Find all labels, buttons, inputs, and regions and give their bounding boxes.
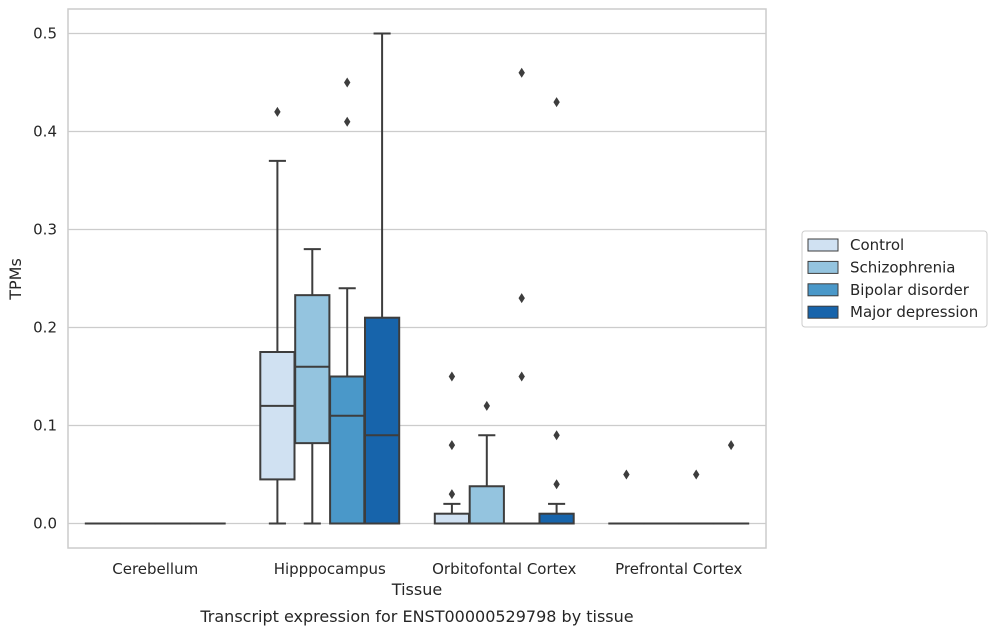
x-tick-label: Orbitofontal Cortex [432, 560, 576, 578]
outlier-point [518, 67, 525, 78]
outlier-point [448, 489, 456, 500]
box-group [294, 248, 331, 525]
box-group [678, 469, 715, 525]
plot-frame [67, 8, 767, 549]
legend-swatch [807, 305, 839, 319]
x-axis-ticks: Cerebellum Hipppocampus Orbitofontal Corte… [112, 560, 742, 578]
outlier-point [483, 400, 490, 411]
outlier-point [623, 469, 630, 480]
box-group [259, 106, 296, 525]
box-body [468, 485, 505, 525]
outlier-point [448, 371, 456, 382]
y-axis-label: TPMs [6, 258, 25, 301]
legend-swatch [807, 238, 839, 252]
y-tick-label: 0.2 [33, 319, 57, 337]
outlier-point [344, 116, 351, 127]
legend-label: Control [850, 236, 904, 254]
outlier-point [553, 97, 560, 108]
y-tick-label: 0.0 [33, 515, 57, 533]
box-body [294, 294, 331, 445]
x-tick-label: Hipppocampus [274, 560, 386, 578]
box-plot-series [84, 32, 750, 525]
box-group [538, 97, 575, 525]
box-group [363, 32, 401, 525]
y-tick-label: 0.1 [33, 417, 57, 435]
y-tick-label: 0.3 [33, 221, 57, 239]
box-body [329, 375, 366, 525]
outlier-point [518, 293, 525, 304]
box-body [433, 512, 471, 525]
box-group [712, 440, 750, 525]
legend-label: Bipolar disorder [850, 281, 970, 299]
box-body [538, 512, 575, 525]
x-axis-label: Tissue [391, 580, 442, 599]
box-group [433, 371, 471, 525]
outlier-point [518, 371, 525, 382]
y-tick-label: 0.4 [33, 123, 57, 141]
outlier-point [693, 469, 700, 480]
box-group [468, 400, 505, 525]
x-tick-label: Cerebellum [112, 560, 198, 578]
outlier-point [553, 430, 560, 441]
box-group [329, 77, 366, 525]
outlier-point [727, 440, 735, 451]
outlier-point [274, 106, 281, 117]
box-group [503, 67, 540, 525]
legend-label: Schizophrenia [850, 258, 955, 276]
box-body [363, 316, 401, 525]
chart-caption: Transcript expression for ENST0000052979… [199, 607, 633, 626]
x-tick-label: Prefrontal Cortex [615, 560, 742, 578]
legend-frame [801, 230, 988, 328]
legend: Control Schizophrenia Bipolar disorder Majo… [801, 230, 988, 328]
outlier-point [553, 479, 560, 490]
y-axis-ticks: 0.0 0.1 0.2 0.3 0.4 0.5 [33, 25, 57, 533]
outlier-point [448, 440, 456, 451]
legend-label: Major depression [850, 303, 978, 321]
y-tick-label: 0.5 [33, 25, 57, 43]
legend-swatch [807, 260, 839, 274]
outlier-point [344, 77, 351, 88]
box-group [608, 469, 645, 525]
box-body [259, 351, 296, 481]
legend-swatch [807, 283, 839, 297]
gridlines [68, 32, 766, 525]
